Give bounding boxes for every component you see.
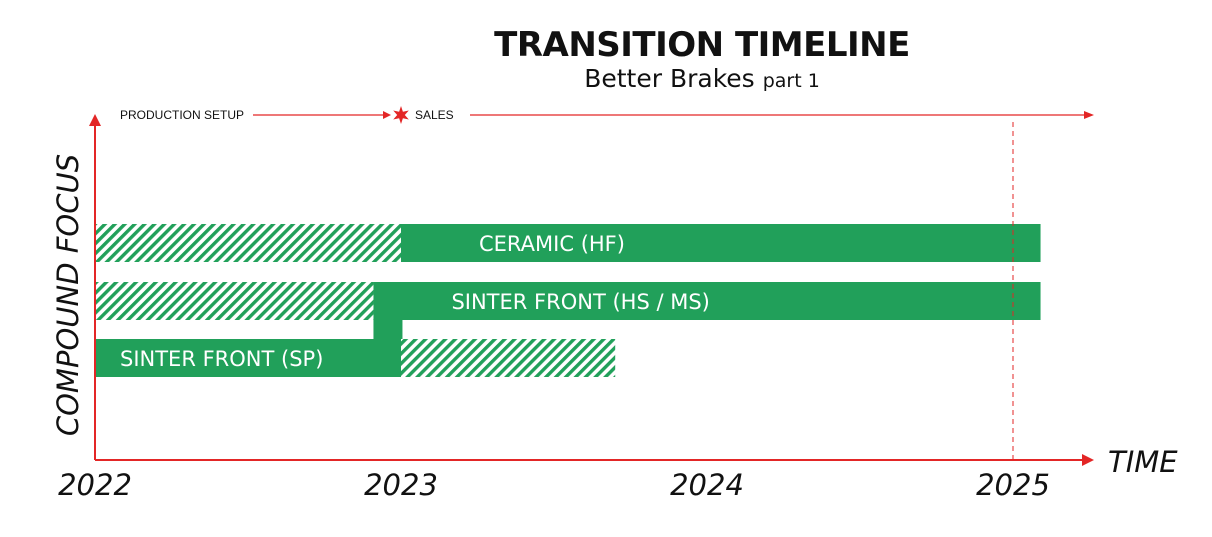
bar-connector	[373, 320, 403, 339]
bar-segment-2-2-focus	[373, 282, 1041, 320]
bar-label-3: SINTER FRONT (SP)	[120, 347, 323, 371]
phase-label-production-setup: PRODUCTION SETUP	[120, 108, 244, 122]
y-axis-arrowhead	[89, 114, 101, 126]
bar-segment-2-1-setup	[95, 282, 374, 320]
bar-label-1: CERAMIC (HF)	[479, 232, 625, 256]
x-axis-arrowhead	[1082, 454, 1094, 466]
x-tick-label-2024: 2024	[670, 468, 744, 502]
y-axis-label: COMPOUND FOCUS	[51, 154, 85, 436]
bar-segment-1-2-focus	[401, 224, 1041, 262]
x-tick-label-2023: 2023	[364, 468, 438, 502]
plot-area: CERAMIC (HF) SINTER FRONT (HS / MS) SINTER…	[58, 106, 1094, 502]
bar-label-2: SINTER FRONT (HS / MS)	[451, 290, 709, 314]
x-tick-label-2025: 2025	[976, 468, 1050, 502]
milestone-star-icon	[393, 106, 409, 124]
chart-subtitle-suffix: part 1	[763, 70, 820, 92]
phase-label-sales: SALES	[415, 108, 454, 122]
bar-segment-3-2-setup	[401, 339, 616, 377]
x-axis-label: TIME	[1108, 445, 1178, 479]
chart-title: TRANSITION TIMELINE	[494, 25, 910, 65]
bar-segment-3-1-focus	[95, 339, 401, 377]
phase-arrowhead-2	[1084, 111, 1094, 119]
x-tick-label-2022: 2022	[58, 468, 132, 502]
phase-arrowhead-1	[383, 111, 391, 119]
chart-subtitle: Better Brakes part 1	[584, 64, 820, 93]
bar-segment-1-1-setup	[95, 224, 401, 262]
chart-subtitle-main: Better Brakes	[584, 64, 754, 93]
